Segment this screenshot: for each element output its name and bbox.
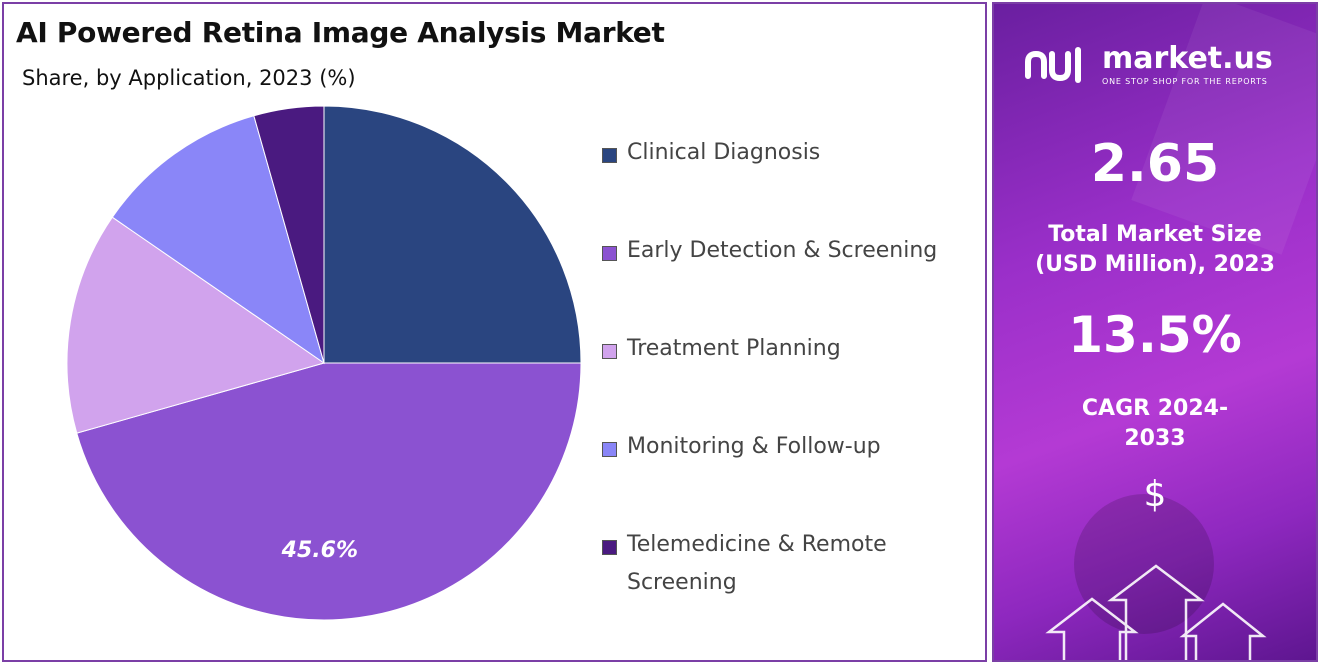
legend-label: Early Detection & Screening [627,238,938,263]
legend-label: Clinical Diagnosis [627,140,821,165]
summary-panel: market.us ONE STOP SHOP FOR THE REPORTS … [992,2,1318,662]
growth-arrows-icon [1045,564,1267,660]
market-us-logo-icon [1025,47,1081,83]
pie-chart: 45.6% [66,105,582,621]
background-decoration [1045,4,1316,660]
pie-slice-clinical-diagnosis [323,105,582,364]
legend-swatch [602,246,617,261]
pie-data-label: 45.6% [281,538,358,563]
market-size-value: 2.65 [1090,134,1220,194]
cagr-value: 13.5% [1068,306,1242,364]
legend-item: Early Detection & Screening [602,238,977,270]
chart-subtitle: Share, by Application, 2023 (%) [22,66,356,90]
chart-title: AI Powered Retina Image Analysis Market [16,16,665,49]
pie-slice-treatment-planning [66,216,326,434]
market-size-label-text: Total Market Size (USD Million), 2023 [1035,222,1275,277]
legend-swatch [602,344,617,359]
brand-tagline: ONE STOP SHOP FOR THE REPORTS [1102,77,1268,86]
legend-item: Telemedicine & Remote Screening [602,532,977,602]
pie-slice-early-detection-screening [76,362,582,621]
dollar-icon: $ [1143,474,1167,515]
legend-swatch [602,442,617,457]
pie-slice-telemedicine-remote-screening [253,105,325,364]
legend-item: Monitoring & Follow-up [602,434,977,466]
brand-logo: market.us ONE STOP SHOP FOR THE REPORTS [1024,44,1273,86]
brand-name: market.us [1102,41,1273,76]
market-size-label: Total Market Size (USD Million), 2023 [994,220,1316,280]
legend-label: Monitoring & Follow-up [627,434,881,459]
legend-label: Telemedicine & Remote Screening [627,532,887,595]
chart-panel: AI Powered Retina Image Analysis Market … [2,2,987,662]
legend-swatch [602,148,617,163]
cagr-label: CAGR 2024-2033 [994,394,1316,454]
cagr-label-text: CAGR 2024-2033 [1081,396,1229,451]
legend-swatch [602,540,617,555]
legend-label: Treatment Planning [627,336,841,361]
legend-item: Treatment Planning [602,336,977,368]
legend-item: Clinical Diagnosis [602,140,977,172]
